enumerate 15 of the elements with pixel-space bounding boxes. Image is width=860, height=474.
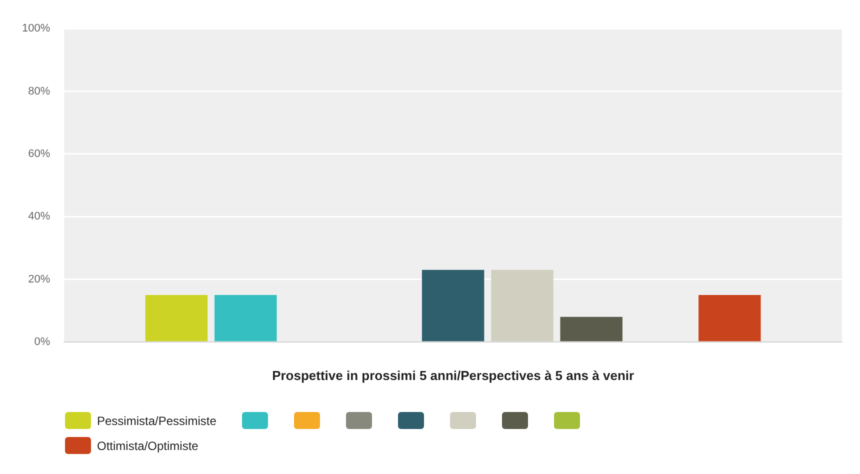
y-tick-label: 80% bbox=[28, 85, 50, 98]
bar bbox=[214, 294, 277, 342]
y-tick-label: 20% bbox=[28, 273, 50, 286]
y-tick-label: 60% bbox=[28, 148, 50, 160]
y-tick-label: 0% bbox=[34, 336, 50, 348]
bar bbox=[560, 316, 622, 342]
bar bbox=[145, 294, 208, 342]
y-tick-label: 100% bbox=[22, 22, 50, 35]
y-tick-label: 40% bbox=[28, 210, 50, 223]
bar bbox=[422, 270, 484, 342]
x-axis-title: Prospettive in prossimi 5 anni/Perspectives à 5 ans à venir bbox=[272, 368, 634, 383]
bar bbox=[698, 294, 761, 342]
bar bbox=[491, 270, 554, 342]
legend-label: Pessimista/Pessimiste bbox=[97, 414, 216, 428]
legend-label: Ottimista/Optimiste bbox=[97, 438, 198, 452]
